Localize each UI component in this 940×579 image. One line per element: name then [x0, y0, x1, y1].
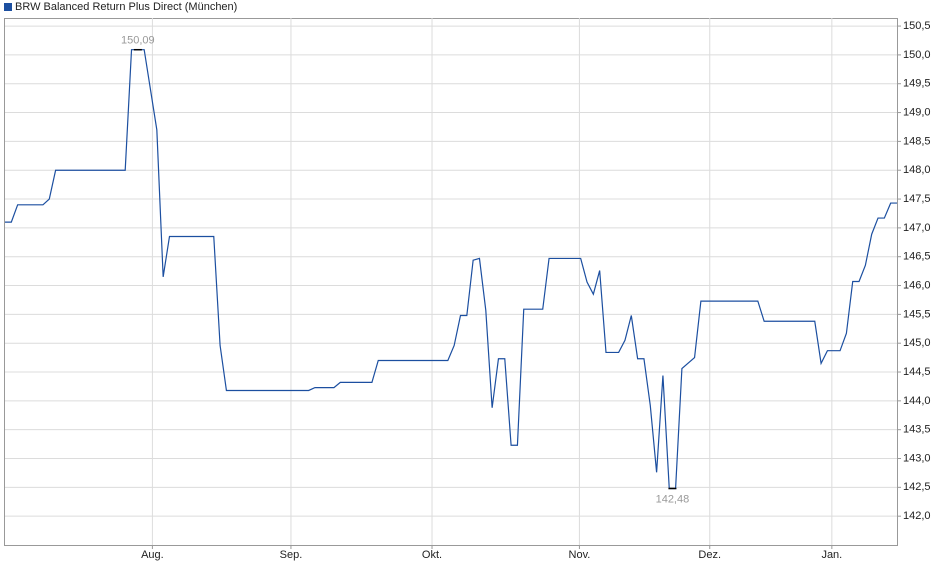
- y-tick-label: 148,5: [903, 135, 931, 147]
- y-tick-label: 146,5: [903, 251, 931, 263]
- y-tick-label: 145,0: [903, 337, 931, 349]
- legend-swatch: [4, 3, 12, 11]
- x-tick-label: Sep.: [280, 549, 303, 561]
- y-tick-label: 150,5: [903, 20, 931, 32]
- y-tick-label: 147,0: [903, 222, 931, 234]
- x-tick-label: Aug.: [141, 549, 164, 561]
- x-tick-label: Dez.: [698, 549, 721, 561]
- y-tick-label: 143,0: [903, 452, 931, 464]
- y-tick-label: 143,5: [903, 424, 931, 436]
- price-line: [5, 49, 897, 490]
- extreme-label: 142,48: [656, 493, 690, 505]
- y-tick-label: 146,0: [903, 279, 931, 291]
- x-tick-label: Okt.: [422, 549, 442, 561]
- plot-frame: [4, 18, 898, 546]
- x-tick-label: Nov.: [569, 549, 591, 561]
- y-tick-label: 144,5: [903, 366, 931, 378]
- extreme-label: 150,09: [121, 35, 155, 47]
- y-tick-label: 142,5: [903, 481, 931, 493]
- y-tick-label: 148,0: [903, 164, 931, 176]
- y-tick-label: 149,0: [903, 106, 931, 118]
- legend-label: BRW Balanced Return Plus Direct (München…: [15, 1, 237, 13]
- y-tick-label: 145,5: [903, 308, 931, 320]
- y-tick-label: 150,0: [903, 49, 931, 61]
- y-tick-label: 147,5: [903, 193, 931, 205]
- x-tick-label: Jan.: [821, 549, 842, 561]
- y-tick-label: 144,0: [903, 395, 931, 407]
- y-tick-label: 149,5: [903, 78, 931, 90]
- y-tick-label: 142,0: [903, 510, 931, 522]
